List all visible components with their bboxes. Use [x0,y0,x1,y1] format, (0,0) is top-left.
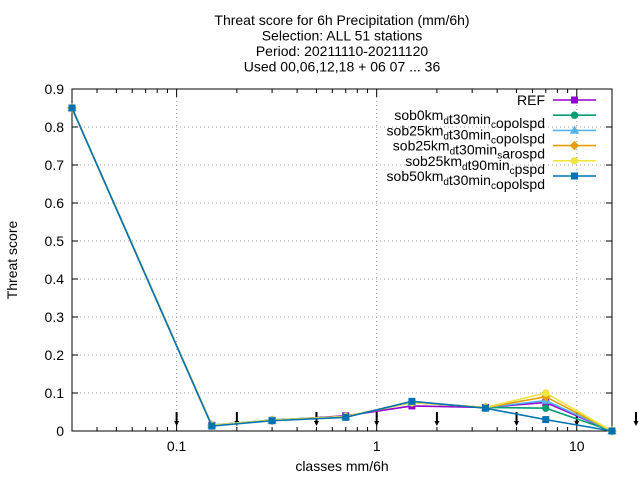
data-point [570,157,579,165]
chart-title: Threat score for 6h Precipitation (mm/6h… [214,12,469,75]
legend-label: sob25kmdt30minsarospd [393,138,545,162]
chart-title-line: Used 00,06,12,18 + 06 07 ... 36 [244,59,441,75]
legend-label: sob50kmdt30mincopolspd [387,168,545,192]
y-tick-label: 0.3 [45,309,65,325]
chart-title-line: Threat score for 6h Precipitation (mm/6h… [214,12,469,28]
data-point [268,417,276,425]
y-tick-label: 0.4 [45,271,65,287]
data-point [571,96,578,104]
sample-marker-head [434,421,440,426]
sample-marker-head [633,421,639,426]
x-axis-ticks: 0.1 1 10 [96,89,585,454]
legend-item: sob25kmdt90mincpspd [405,153,596,177]
sample-marker-head [514,421,520,426]
data-point [542,416,550,424]
legend-label: sob25kmdt30mincopolspd [387,122,545,146]
x-tick-label: 10 [569,438,585,454]
legend-item: sob50kmdt30mincopolspd [387,168,596,192]
y-tick-label: 0.8 [45,119,65,135]
y-tick-label: 0.6 [45,195,65,211]
x-axis-label: classes mm/6h [295,458,388,474]
y-tick-label: 0.1 [45,385,65,401]
legend-item: sob0kmdt30mincopolspd [394,107,596,131]
data-point [569,140,580,151]
data-point [570,111,579,119]
legend-item: REF [517,92,596,108]
series-5 [68,104,616,435]
sample-marker-head [313,421,319,426]
y-axis-ticks: 0 0.1 0.2 0.3 0.4 0.5 0.6 0.7 0.8 0.9 [45,81,612,439]
sample-marker-head [374,421,380,426]
x-tick-label: 0.1 [167,438,187,454]
chart-title-line: Selection: ALL 51 stations [262,28,423,44]
data-point [208,422,216,430]
y-axis-label: Threat score [4,220,20,299]
y-tick-label: 0.7 [45,157,65,173]
y-tick-label: 0 [56,423,64,439]
data-point [342,413,350,421]
chart-title-line: Period: 20211110-20211120 [256,43,429,59]
x-tick-label: 1 [373,438,381,454]
data-point [408,397,416,405]
legend-label: REF [517,92,545,108]
y-tick-label: 0.2 [45,347,65,363]
data-point [569,125,580,134]
legend-label: sob25kmdt90mincpspd [405,153,545,177]
series-lines [67,102,617,436]
series-line [71,107,613,432]
sample-marker-head [574,421,580,426]
y-tick-label: 0.5 [45,233,65,249]
data-point [542,389,550,397]
data-point [482,404,490,412]
legend-item: sob25kmdt30mincopolspd [387,122,596,146]
data-point [571,172,578,180]
data-point [68,104,76,112]
legend-item: sob25kmdt30minsarospd [393,138,596,162]
y-tick-label: 0.9 [45,81,65,97]
plot-frame [71,88,613,432]
legend: REFsob0kmdt30mincopolspdsob25kmdt30minco… [387,92,596,192]
legend-label: sob0kmdt30mincopolspd [394,107,545,131]
sample-marker-head [174,421,180,426]
data-point [542,404,550,412]
data-point [608,427,616,435]
